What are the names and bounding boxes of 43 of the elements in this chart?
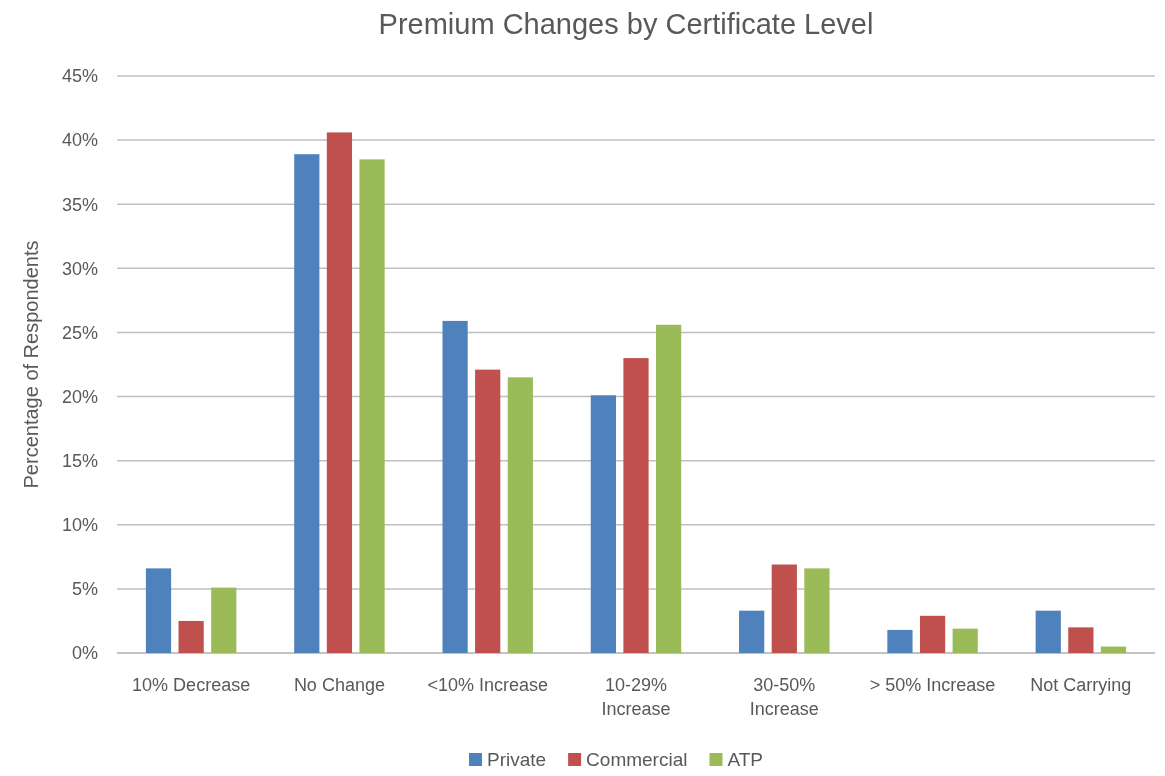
y-tick-label: 20% (61, 386, 98, 407)
bar (771, 564, 797, 653)
y-tick-label: 30% (61, 258, 98, 279)
bar (952, 628, 978, 653)
bar (590, 395, 616, 653)
bar (623, 358, 649, 653)
bar (145, 568, 172, 653)
y-axis-title: Percentage of Respondents (20, 240, 42, 489)
bar (442, 320, 468, 653)
y-tick-label: 0% (71, 643, 98, 664)
bar (359, 159, 385, 653)
chart-title: Premium Changes by Certificate Level (378, 8, 874, 40)
bar (804, 568, 830, 653)
bar (178, 620, 204, 653)
x-tick-label: > 50% Increase (869, 675, 996, 695)
x-tick-label: No Change (293, 675, 385, 695)
bar (211, 587, 237, 653)
x-tick-label: <10% Increase (427, 675, 548, 695)
x-tick-label: Not Carrying (1030, 675, 1132, 695)
y-tick-label: 5% (71, 579, 98, 600)
bar (1100, 646, 1127, 653)
y-tick-label: 15% (61, 450, 98, 471)
y-tick-label: 35% (61, 194, 98, 215)
bar (739, 610, 765, 653)
y-tick-label: 40% (61, 130, 98, 151)
y-tick-label: 45% (61, 66, 98, 87)
legend-label: ATP (727, 749, 764, 770)
y-tick-label: 10% (61, 515, 98, 536)
y-tick-label: 25% (61, 322, 98, 343)
bar (656, 324, 682, 653)
legend-label: Commercial (586, 749, 688, 770)
bar (887, 629, 913, 653)
x-tick-label: 10% Decrease (132, 675, 251, 695)
legend-label: Private (486, 749, 547, 770)
bar (919, 615, 946, 653)
bar (326, 132, 353, 653)
bar (507, 377, 533, 653)
bar (475, 369, 501, 653)
bar (1068, 627, 1094, 653)
x-tick-label: 30-50% Increase (749, 675, 819, 719)
x-tick-label: 10-29% Increase (601, 675, 671, 719)
bar (1035, 610, 1061, 653)
bar (294, 154, 320, 653)
